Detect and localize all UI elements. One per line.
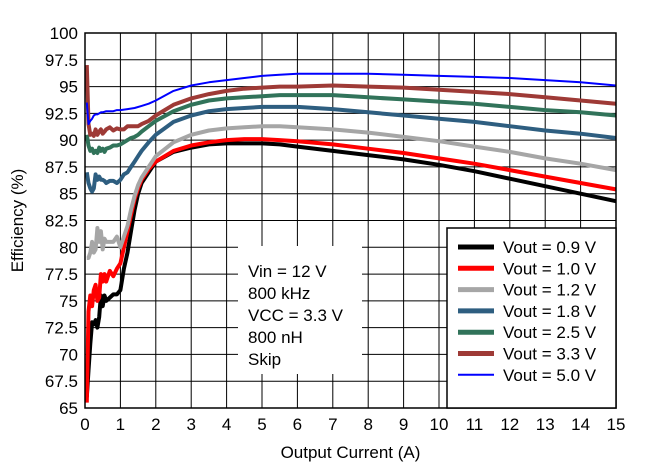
x-tick-label: 4 bbox=[222, 415, 231, 434]
x-tick-label: 11 bbox=[466, 415, 484, 434]
y-tick-label: 82.5 bbox=[45, 212, 78, 231]
series-line-vout-2-5-v bbox=[84, 93, 617, 155]
series-lines bbox=[84, 65, 617, 403]
x-tick-label: 0 bbox=[80, 415, 89, 434]
y-tick-label: 92.5 bbox=[45, 104, 78, 123]
x-tick-label: 9 bbox=[399, 415, 408, 434]
legend-label: Vout = 1.2 V bbox=[503, 281, 597, 300]
legend-label: Vout = 5.0 V bbox=[503, 366, 597, 385]
series-line-vout-5-0-v bbox=[85, 72, 617, 126]
y-tick-label: 95 bbox=[59, 78, 78, 97]
y-tick-label: 75 bbox=[59, 292, 78, 311]
y-tick-labels: 65 67.5 70 72.5 75 77.5 80 82.5 85 87.5 90 92.5 95 97… bbox=[45, 24, 78, 418]
annotation-line-inductor: 800 nH bbox=[248, 328, 303, 347]
plot-frame bbox=[84, 32, 617, 409]
annotation-line-mode: Skip bbox=[248, 350, 281, 369]
x-tick-labels: 0 1 2 3 4 5 6 7 8 9 10 11 12 13 14 15 bbox=[80, 415, 625, 434]
x-tick-label: 12 bbox=[500, 415, 519, 434]
y-tick-label: 80 bbox=[59, 238, 78, 257]
x-tick-label: 8 bbox=[363, 415, 372, 434]
y-tick-label: 77.5 bbox=[45, 265, 78, 284]
x-tick-label: 1 bbox=[116, 415, 125, 434]
y-tick-label: 90 bbox=[59, 131, 78, 150]
annotation-line-frequency: 800 kHz bbox=[248, 284, 310, 303]
annotation-line-vin: Vin = 12 V bbox=[248, 262, 327, 281]
x-tick-label: 2 bbox=[151, 415, 160, 434]
legend-label: Vout = 3.3 V bbox=[503, 345, 597, 364]
legend-box bbox=[446, 227, 617, 409]
annotation-background bbox=[238, 246, 362, 374]
x-tick-label: 7 bbox=[328, 415, 337, 434]
y-tick-label: 65 bbox=[59, 399, 78, 418]
x-tick-label: 10 bbox=[430, 415, 449, 434]
annotation-line-vcc: VCC = 3.3 V bbox=[248, 306, 344, 325]
y-tick-label: 70 bbox=[59, 345, 78, 364]
annotation-box: Vin = 12 V 800 kHz VCC = 3.3 V 800 nH Sk… bbox=[238, 246, 362, 374]
x-tick-label: 5 bbox=[257, 415, 266, 434]
series-line-vout-1-8-v bbox=[84, 104, 617, 194]
x-tick-label: 3 bbox=[186, 415, 195, 434]
y-axis-title: Efficiency (%) bbox=[8, 169, 27, 273]
y-tick-label: 87.5 bbox=[45, 158, 78, 177]
x-tick-label: 6 bbox=[293, 415, 302, 434]
legend-label: Vout = 2.5 V bbox=[503, 323, 597, 342]
x-tick-label: 13 bbox=[536, 415, 555, 434]
legend-label: Vout = 0.9 V bbox=[503, 238, 597, 257]
legend-label: Vout = 1.8 V bbox=[503, 302, 597, 321]
y-tick-label: 97.5 bbox=[45, 51, 78, 70]
series-line-vout-1-2-v bbox=[86, 124, 617, 260]
y-tick-label: 67.5 bbox=[45, 372, 78, 391]
x-axis-title: Output Current (A) bbox=[281, 443, 421, 462]
x-tick-label: 15 bbox=[607, 415, 626, 434]
x-tick-label: 14 bbox=[571, 415, 590, 434]
y-tick-label: 72.5 bbox=[45, 319, 78, 338]
legend: Vout = 0.9 V Vout = 1.0 V Vout = 1.2 V Vout… bbox=[446, 227, 617, 409]
y-tick-label: 100 bbox=[50, 24, 78, 43]
legend-label: Vout = 1.0 V bbox=[503, 259, 597, 278]
series-line-vout-3-3-v bbox=[84, 65, 617, 138]
y-tick-label: 85 bbox=[59, 185, 78, 204]
